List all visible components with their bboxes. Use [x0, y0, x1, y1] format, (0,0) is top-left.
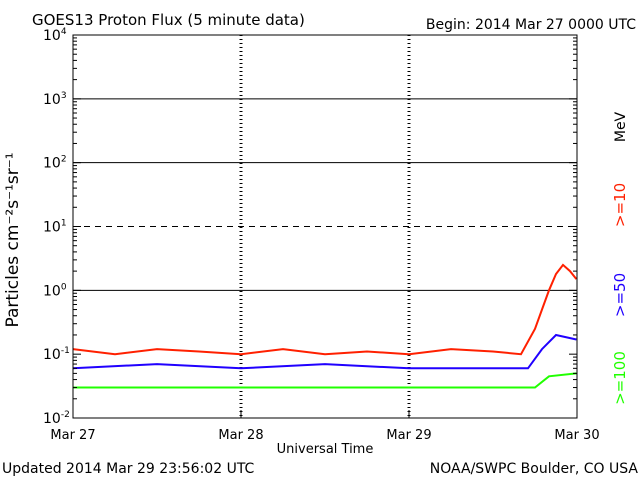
legend-unit: MeV: [613, 111, 629, 142]
x-axis: Mar 27 Mar 28 Mar 29 Mar 30: [50, 410, 600, 443]
legend-entry: >=100: [611, 351, 629, 405]
y-tick-label: 102: [43, 155, 67, 172]
plot-frame: [72, 34, 578, 419]
y-tick-label: 100: [43, 282, 67, 299]
x-axis-label: Universal Time: [277, 442, 374, 457]
series-line: [73, 372, 577, 389]
updated-timestamp: Updated 2014 Mar 29 23:56:02 UTC: [2, 461, 255, 477]
legend: >=10 >=50 >=100 MeV: [611, 111, 629, 404]
y-tick-label: 104: [43, 27, 67, 44]
x-tick-label: Mar 28: [218, 428, 263, 443]
begin-label: Begin: 2014 Mar 27 0000 UTC: [426, 17, 636, 33]
plot-area: [72, 34, 578, 419]
y-tick-label: 103: [43, 91, 67, 108]
y-tick-label: 101: [43, 219, 67, 236]
x-tick-label: Mar 29: [386, 428, 431, 443]
x-tick-label: Mar 30: [554, 428, 599, 443]
chart-title: GOES13 Proton Flux (5 minute data): [32, 11, 305, 29]
series-line: [72, 333, 577, 370]
y-tick-label: 10-2: [43, 410, 70, 427]
series-line: [72, 263, 578, 356]
y-tick-label: 10-1: [43, 346, 70, 363]
legend-entry: >=50: [611, 273, 629, 317]
legend-entry: >=10: [611, 183, 629, 227]
source-credit: NOAA/SWPC Boulder, CO USA: [430, 461, 639, 477]
y-axis-label: Particles cm⁻²s⁻¹sr⁻¹: [3, 152, 23, 327]
x-tick-label: Mar 27: [50, 428, 95, 443]
y-axis: 10-2 10-1 100 101 102 103 104: [43, 27, 577, 427]
